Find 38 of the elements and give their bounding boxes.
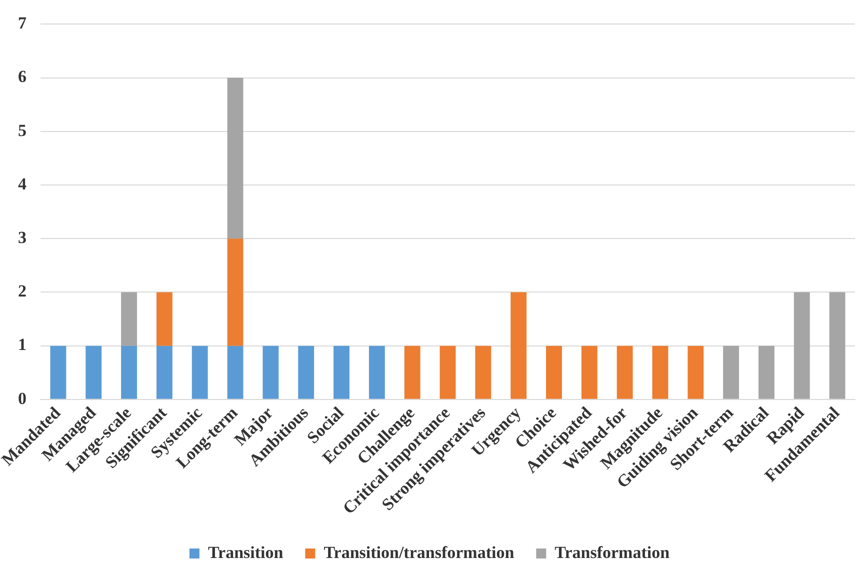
bar bbox=[156, 292, 172, 346]
bar bbox=[121, 292, 137, 346]
bar bbox=[86, 346, 102, 399]
legend-label: Transition bbox=[208, 542, 284, 562]
bar bbox=[50, 346, 66, 399]
bar bbox=[758, 346, 774, 399]
bar bbox=[262, 346, 279, 399]
y-tick-label: 2 bbox=[18, 282, 26, 301]
bar bbox=[829, 292, 846, 399]
legend-label: Transformation bbox=[554, 542, 670, 562]
bar bbox=[298, 346, 314, 399]
y-tick-label: 7 bbox=[18, 14, 27, 33]
bar bbox=[404, 346, 420, 399]
bar bbox=[227, 346, 244, 399]
bar bbox=[440, 346, 456, 399]
bar bbox=[688, 346, 704, 399]
bar bbox=[546, 346, 562, 399]
bar bbox=[723, 346, 740, 399]
bar bbox=[334, 346, 350, 399]
bar bbox=[192, 346, 208, 399]
bar bbox=[616, 346, 633, 399]
bar bbox=[156, 346, 172, 399]
bar bbox=[121, 346, 137, 399]
bar bbox=[475, 346, 492, 399]
bar bbox=[794, 292, 810, 399]
bar bbox=[581, 346, 598, 399]
legend-label: Transition/transformation bbox=[324, 542, 515, 562]
bar bbox=[227, 78, 244, 239]
bar bbox=[652, 346, 668, 399]
y-tick-label: 1 bbox=[18, 335, 26, 354]
y-tick-label: 0 bbox=[18, 388, 26, 408]
bar bbox=[227, 238, 244, 346]
bar bbox=[510, 292, 527, 399]
bar bbox=[368, 346, 385, 399]
y-tick-label: 6 bbox=[18, 67, 26, 86]
y-tick-label: 5 bbox=[18, 120, 26, 140]
y-tick-label: 3 bbox=[18, 228, 26, 248]
y-tick-label: 4 bbox=[18, 174, 27, 194]
